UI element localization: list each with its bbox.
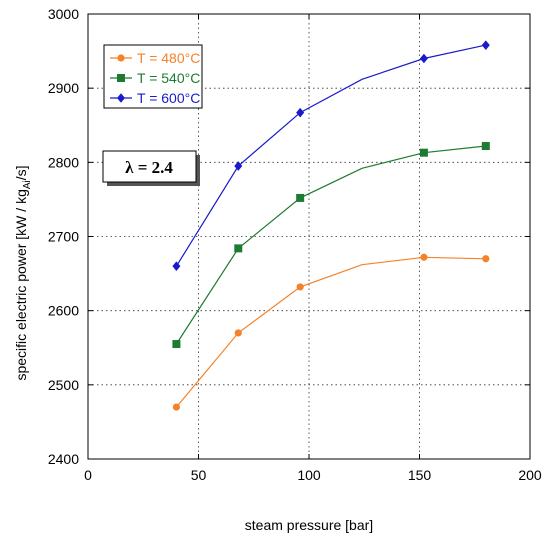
x-tick-label: 150 — [408, 467, 432, 483]
y-tick-label: 3000 — [48, 6, 79, 22]
ticks: 0 50 100 150 200 2400 2500 2600 2700 2800 2900 3000 — [48, 6, 542, 483]
y-tick-label: 2900 — [48, 80, 79, 96]
x-tick-label: 100 — [297, 467, 321, 483]
series-layer — [172, 40, 490, 411]
y-tick-label: 2500 — [48, 377, 79, 393]
data-point — [296, 283, 304, 291]
series-1 — [172, 253, 490, 411]
data-point — [481, 40, 490, 50]
data-point — [419, 148, 428, 157]
y-tick-label: 2800 — [48, 154, 79, 170]
series-2 — [172, 142, 490, 349]
y-axis-label: specific electric power [kW / kgAi/s] — [13, 165, 33, 380]
x-axis-label: steam pressure [bar] — [245, 517, 373, 533]
annotation-lambda: λ = 2.4 — [125, 158, 173, 177]
x-tick-label: 200 — [518, 467, 542, 483]
annotation-box: λ = 2.4 — [102, 150, 200, 186]
data-point — [420, 253, 428, 261]
y-axis-label-end: /s] — [13, 165, 29, 180]
legend: T = 480°C T = 540°C T = 600°C — [103, 44, 203, 109]
data-point — [234, 329, 242, 337]
data-point — [234, 161, 243, 171]
series-3 — [172, 40, 490, 271]
y-axis-label-main: specific electric power [kW / kg — [13, 189, 29, 380]
series-line — [175, 256, 486, 408]
data-point — [482, 255, 490, 263]
grid — [88, 14, 530, 459]
y-tick-label: 2700 — [48, 229, 79, 245]
series-line — [175, 145, 486, 345]
data-point — [296, 193, 305, 202]
legend-marker — [117, 93, 125, 103]
y-tick-label: 2600 — [48, 303, 79, 319]
data-point — [419, 53, 428, 64]
legend-label: T = 480°C — [137, 50, 200, 66]
data-point — [234, 244, 243, 253]
legend-marker — [117, 74, 125, 82]
data-point — [172, 340, 181, 349]
data-point — [481, 142, 490, 151]
series-line — [175, 44, 486, 267]
legend-label: T = 600°C — [137, 90, 200, 106]
x-tick-label: 0 — [84, 467, 92, 483]
data-point — [296, 107, 305, 118]
y-tick-label: 2400 — [48, 451, 79, 467]
x-tick-label: 50 — [191, 467, 207, 483]
legend-label: T = 540°C — [137, 70, 200, 86]
data-point — [172, 403, 180, 411]
y-axis-label-subscript: Ai — [22, 180, 33, 189]
annotation-frame — [102, 150, 197, 183]
data-point — [172, 261, 181, 271]
legend-marker — [117, 54, 125, 62]
